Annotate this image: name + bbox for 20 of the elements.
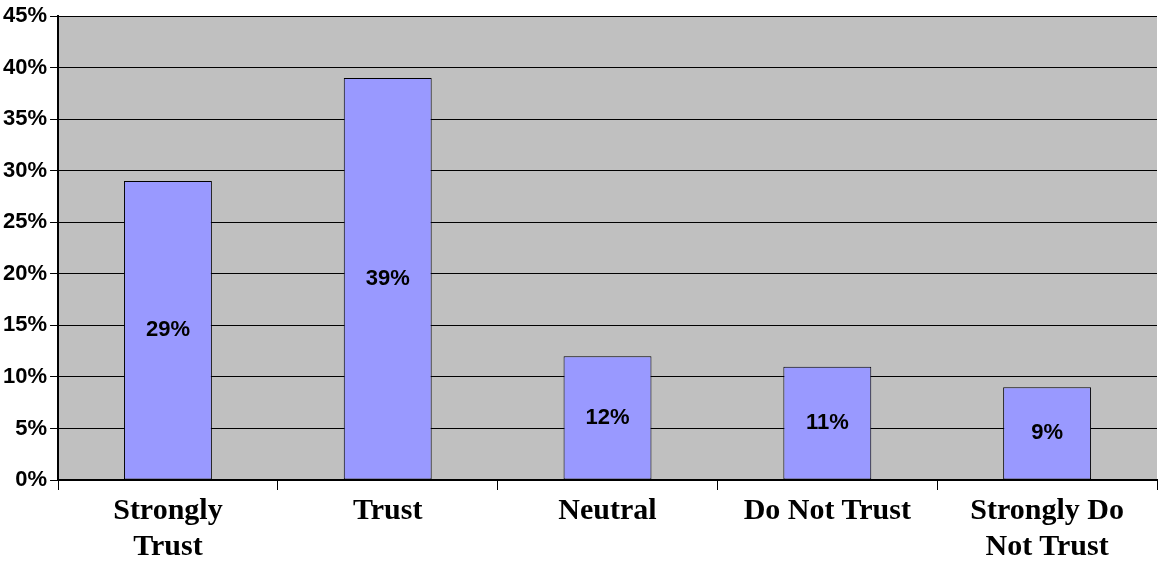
data-label: 9% bbox=[1031, 419, 1063, 445]
y-tick-label: 30% bbox=[2, 156, 48, 182]
y-tick-label: 40% bbox=[2, 53, 48, 79]
x-tick-label: Strongly Do Not Trust bbox=[970, 491, 1124, 561]
x-tick-label: Do Not Trust bbox=[743, 491, 911, 525]
x-tick-label: Trust bbox=[353, 491, 423, 525]
y-tick-label: 35% bbox=[2, 105, 48, 131]
x-tick-label: Neutral bbox=[558, 491, 657, 525]
data-label: 29% bbox=[145, 316, 190, 342]
y-tick-label: 10% bbox=[2, 363, 48, 388]
y-tick-label: 25% bbox=[2, 208, 48, 234]
y-tick-label: 5% bbox=[15, 414, 48, 440]
y-tick-label: 20% bbox=[2, 259, 48, 285]
y-tick-label: 15% bbox=[2, 311, 48, 337]
data-label: 12% bbox=[585, 403, 630, 429]
y-tick-label: 45% bbox=[2, 2, 48, 28]
data-label: 11% bbox=[805, 409, 849, 435]
data-label: 39% bbox=[365, 264, 410, 290]
y-tick-label: 0% bbox=[15, 466, 48, 492]
x-tick-label: Strongly Trust bbox=[113, 491, 223, 561]
